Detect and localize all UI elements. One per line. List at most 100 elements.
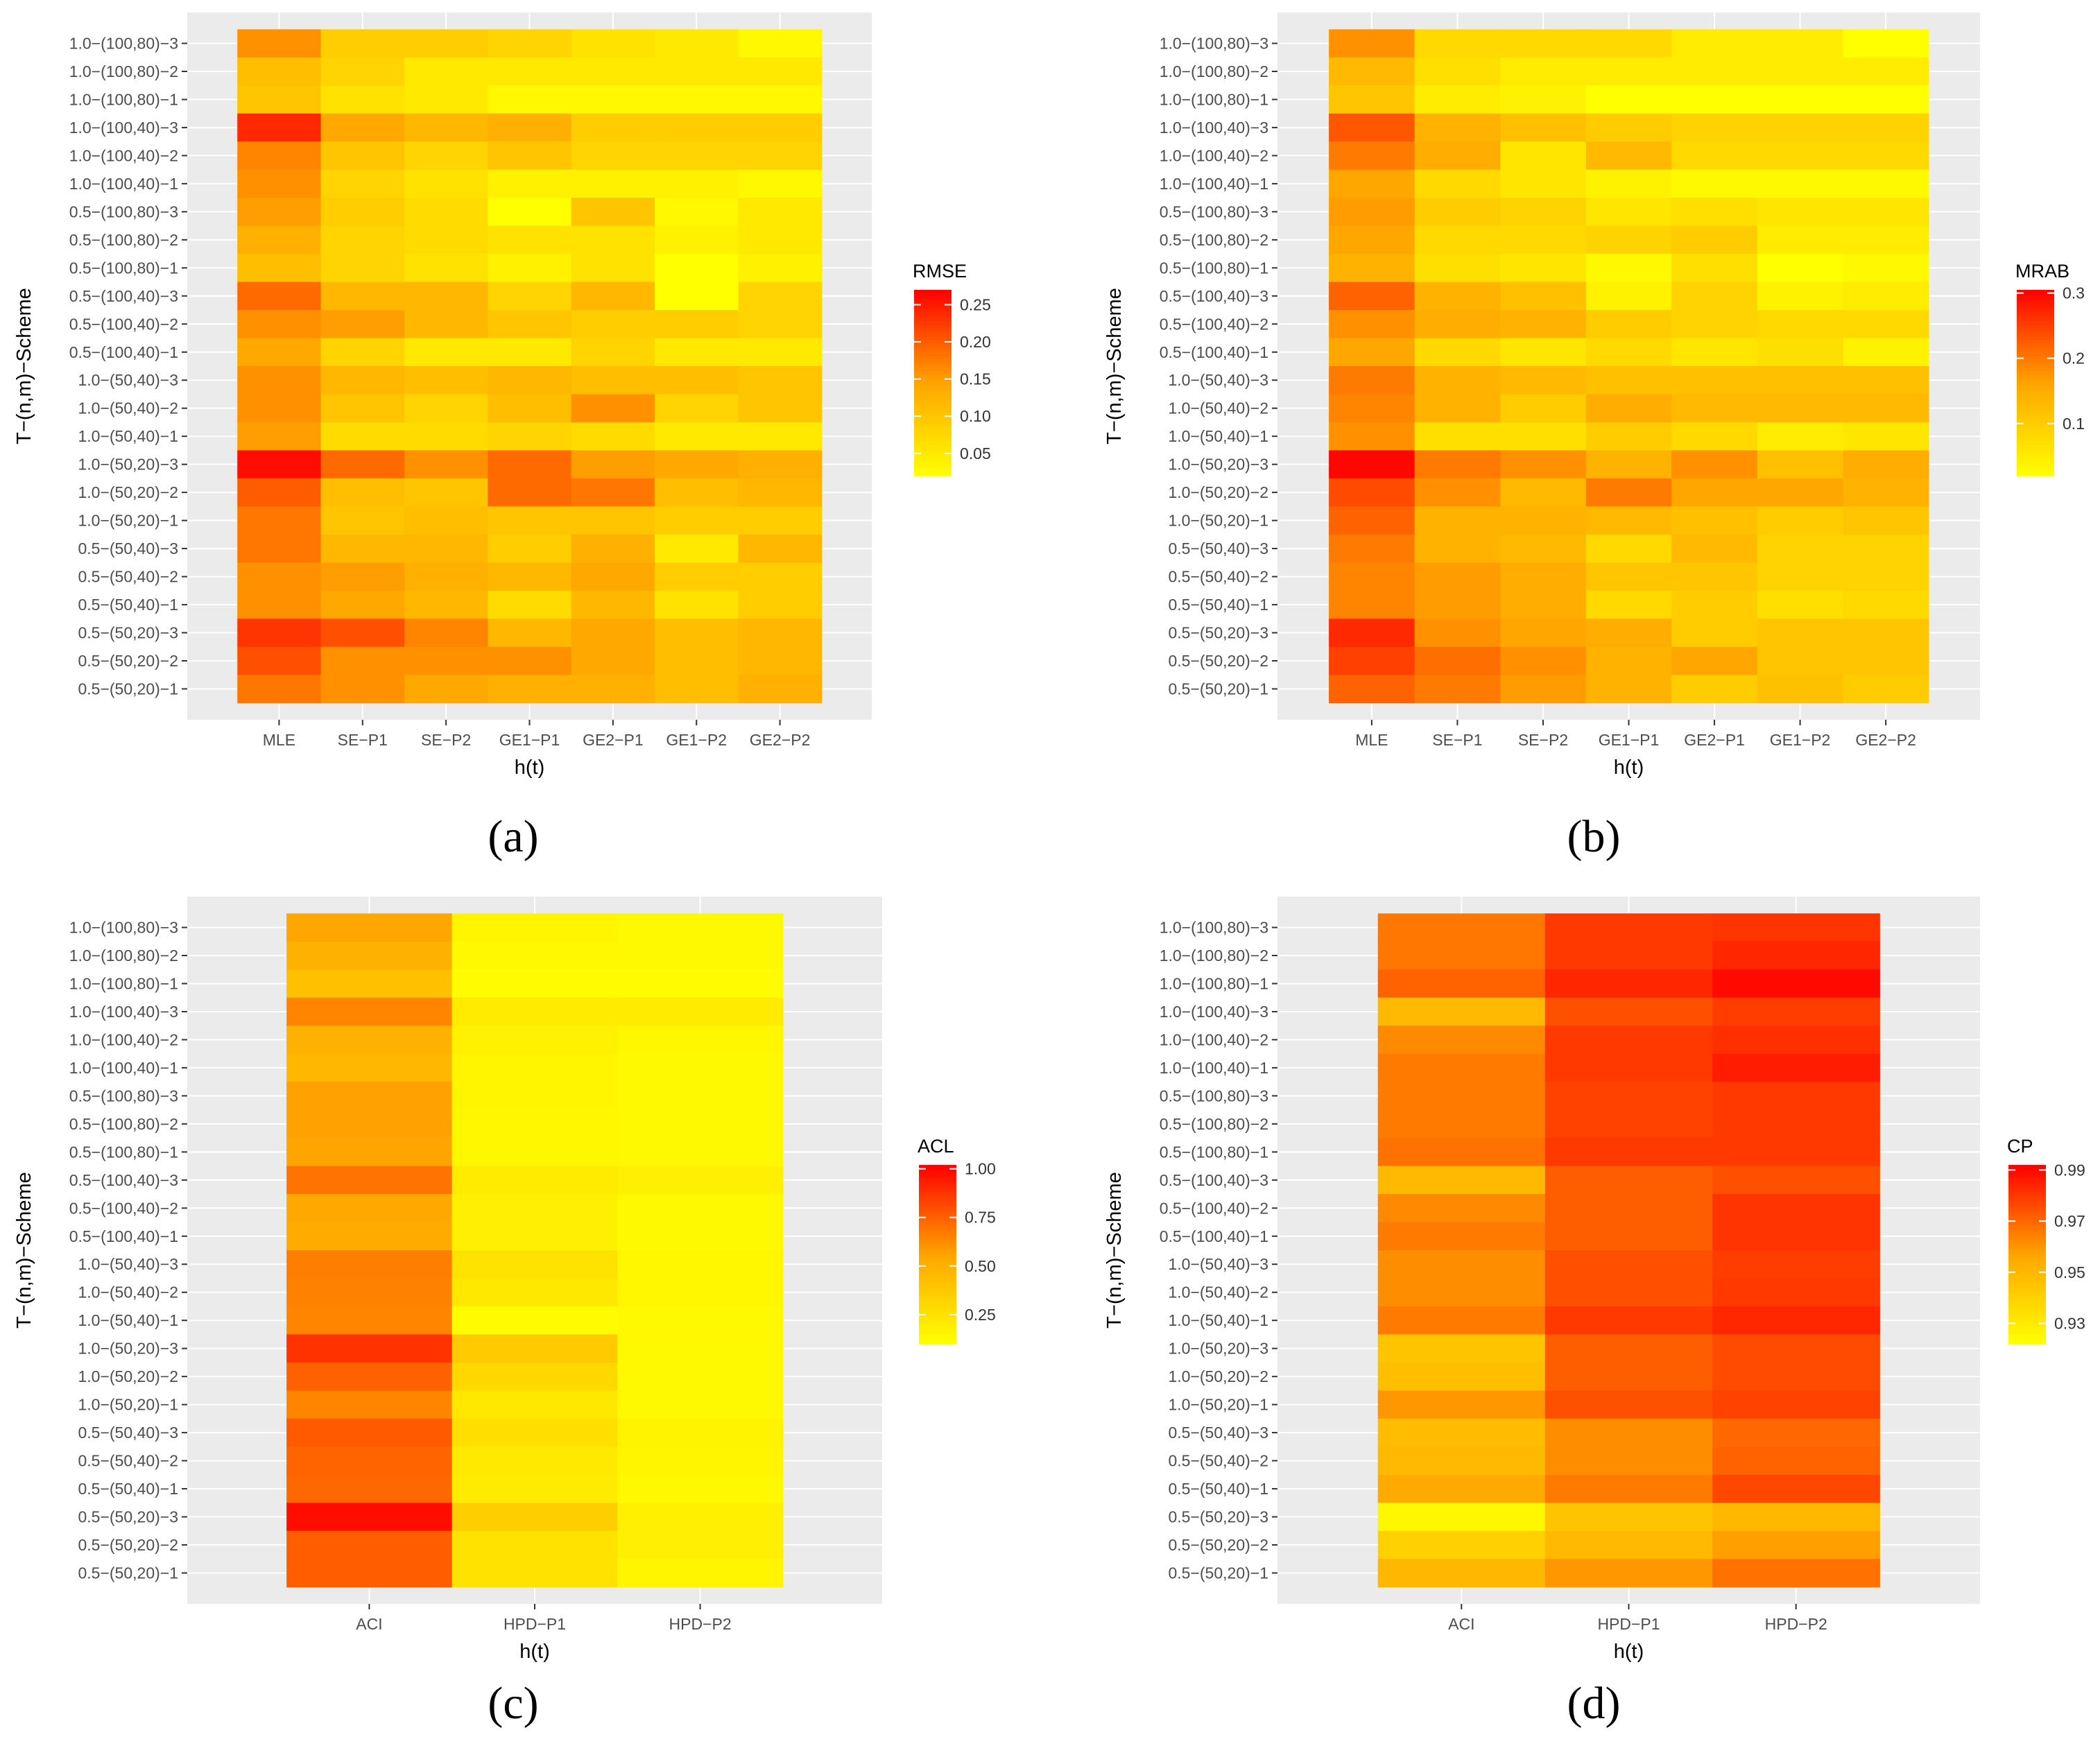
heatmap-tile: [655, 141, 739, 171]
colorbar-segment: [919, 1236, 956, 1241]
colorbar-segment: [2017, 293, 2054, 297]
y-tick-label: 0.5−(50,20)−2: [1168, 1536, 1268, 1554]
heatmap-tile: [571, 310, 655, 339]
y-tick-label: 1.0−(50,40)−2: [78, 399, 178, 417]
heatmap-tile: [1544, 1053, 1713, 1082]
heatmap-tile: [1329, 169, 1415, 198]
colorbar-segment: [919, 1189, 956, 1193]
colorbar-segment: [914, 293, 952, 297]
heatmap-tile: [738, 198, 823, 227]
heatmap-tile: [286, 1138, 453, 1167]
panel-label: (d): [1567, 1678, 1621, 1729]
colorbar-segment: [2008, 1329, 2046, 1333]
colorbar-segment: [2008, 1317, 2046, 1321]
colorbar-segment: [919, 1287, 956, 1291]
colorbar-segment: [2017, 398, 2054, 402]
colorbar-segment: [919, 1177, 956, 1181]
colorbar-segment: [2017, 308, 2054, 313]
heatmap-tile: [1712, 1418, 1880, 1447]
heatmap-tile: [1377, 941, 1546, 970]
heatmap-tile: [1671, 113, 1758, 142]
colorbar-segment: [919, 1225, 956, 1229]
heatmap-tile: [1585, 225, 1672, 254]
heatmap-tile: [1500, 675, 1587, 704]
heatmap-tile: [488, 675, 572, 704]
y-tick-label: 0.5−(100,80)−3: [1160, 1087, 1268, 1105]
colorbar-segment: [2017, 311, 2054, 316]
heatmap-tile: [571, 113, 655, 142]
heatmap-tile: [1500, 57, 1587, 86]
heatmap-tile: [1712, 1222, 1880, 1251]
colorbar-segment: [919, 1269, 956, 1273]
heatmap-tile: [1712, 1053, 1880, 1082]
colorbar-segment: [2017, 410, 2054, 415]
colorbar-segment: [919, 1305, 956, 1309]
heatmap-tile: [237, 310, 322, 339]
colorbar-segment: [2017, 472, 2054, 476]
heatmap-tile: [1757, 590, 1843, 619]
heatmap-tile: [1585, 422, 1672, 451]
colorbar-segment: [2008, 1266, 2046, 1270]
heatmap-tile: [451, 1194, 618, 1223]
legend: RMSE 0.05 0.10 0.15 0.20 0.25: [913, 261, 991, 476]
heatmap-tile: [738, 366, 823, 395]
y-tick-label: 1.0−(50,20)−1: [1168, 1396, 1268, 1414]
heatmap-tile: [1414, 141, 1501, 171]
heatmap-tile: [1585, 506, 1672, 535]
colorbar-segment: [914, 302, 952, 306]
heatmap-tile: [237, 619, 322, 648]
heatmap-tile: [286, 1334, 453, 1363]
colorbar-segment: [914, 333, 952, 337]
heatmap-tile: [451, 997, 618, 1026]
colorbar-segment: [2017, 447, 2054, 452]
heatmap-tile: [237, 169, 322, 198]
heatmap-tile: [320, 562, 405, 591]
colorbar-segment: [914, 342, 952, 347]
y-tick-label: 0.5−(50,40)−3: [1168, 1424, 1268, 1442]
x-tick-label: GE1−P1: [499, 731, 560, 749]
x-tick-label: GE2−P1: [1684, 731, 1745, 749]
heatmap-tile: [1377, 1194, 1546, 1223]
heatmap-tile: [404, 534, 488, 563]
colorbar-segment: [914, 373, 952, 377]
y-tick-label: 0.5−(100,80)−1: [1160, 1143, 1268, 1161]
legend: CP 0.93 0.95 0.97 0.99: [2007, 1136, 2085, 1345]
colorbar-segment: [2008, 1311, 2046, 1315]
heatmap-tile: [1671, 282, 1758, 311]
legend-title: RMSE: [913, 261, 967, 282]
colorbar-segment: [914, 324, 952, 328]
heatmap-tile: [1414, 113, 1501, 142]
heatmap-tile: [571, 141, 655, 171]
heatmap-tile: [1843, 366, 1929, 395]
heatmap-tile: [1712, 1082, 1880, 1111]
heatmap-tile: [1585, 29, 1672, 58]
colorbar-segment: [919, 1191, 956, 1195]
y-tick-label: 0.5−(50,40)−2: [1168, 1452, 1268, 1470]
colorbar-segment: [914, 472, 952, 476]
colorbar-segment: [2008, 1290, 2046, 1294]
heatmap-tile: [286, 1278, 453, 1307]
colorbar-segment: [2008, 1170, 2046, 1175]
heatmap-tile: [1671, 198, 1758, 227]
heatmap-tile: [404, 225, 488, 254]
colorbar-segment: [919, 1195, 956, 1199]
colorbar-segment: [2017, 457, 2054, 461]
colorbar-segment: [914, 469, 952, 474]
heatmap-tile: [488, 366, 572, 395]
heatmap-tile: [571, 57, 655, 86]
colorbar-segment: [2008, 1177, 2046, 1181]
colorbar-segment: [919, 1329, 956, 1333]
heatmap-tile: [1414, 646, 1501, 675]
heatmap-tile: [1329, 619, 1415, 648]
heatmap-tile: [488, 619, 572, 648]
heatmap-tile: [404, 675, 488, 704]
heatmap-tile: [617, 1503, 784, 1532]
colorbar-segment: [919, 1168, 956, 1172]
y-tick-label: 1.0−(100,80)−3: [1160, 919, 1268, 937]
colorbar-segment: [919, 1239, 956, 1243]
panel-label: (c): [488, 1678, 538, 1729]
heatmap-tile: [286, 1530, 453, 1559]
heatmap-tile: [1671, 169, 1758, 198]
colorbar-segment: [914, 457, 952, 461]
colorbar-segment: [2017, 318, 2054, 322]
